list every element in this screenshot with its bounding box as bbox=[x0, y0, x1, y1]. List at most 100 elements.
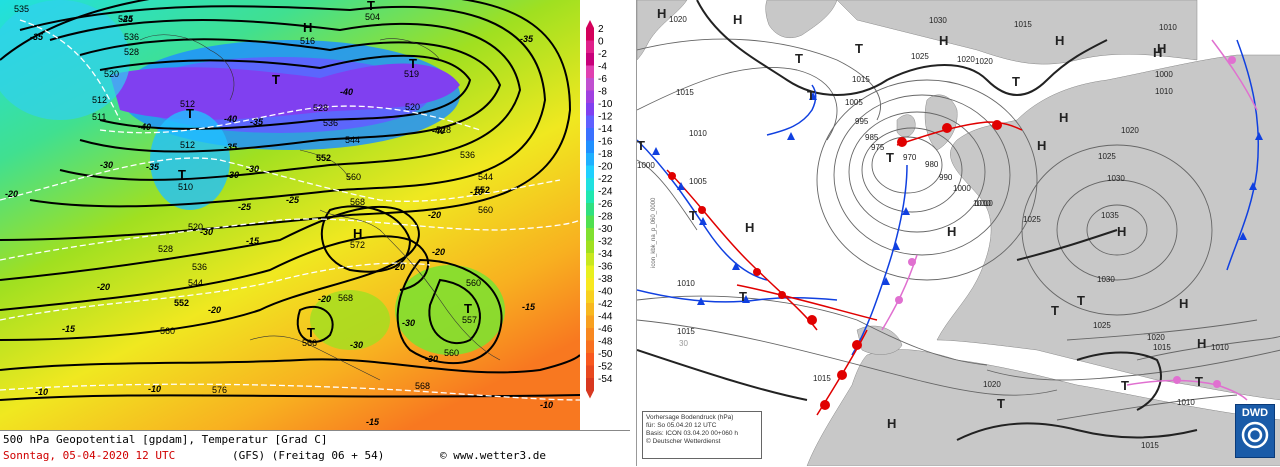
low-center: T bbox=[1121, 378, 1129, 393]
low-center: T bbox=[1051, 303, 1059, 318]
legend-label: -14 bbox=[598, 124, 613, 135]
legend-label: -16 bbox=[598, 137, 613, 148]
legend-swatch bbox=[586, 53, 594, 66]
isobar-label: 1000 bbox=[1155, 70, 1173, 79]
caption-site: © www.wetter3.de bbox=[440, 449, 546, 462]
low-center: T bbox=[886, 150, 894, 165]
copyright-icon: © bbox=[440, 449, 447, 462]
low-center: T bbox=[464, 301, 472, 316]
height-label: 552 bbox=[316, 153, 331, 163]
right-surface-pressure-map: H H T T H T H H T T H H H T H H T T T T … bbox=[636, 0, 1280, 466]
low-center: T bbox=[997, 396, 1005, 411]
height-label: 560 bbox=[478, 205, 493, 215]
high-center: H bbox=[1059, 110, 1068, 125]
legend-swatch bbox=[586, 103, 594, 116]
temp-label: -10 bbox=[540, 400, 553, 410]
height-label: 568 bbox=[415, 381, 430, 391]
isobar-label: 1030 bbox=[1107, 174, 1125, 183]
isobar-label: 1010 bbox=[1211, 343, 1229, 352]
height-label: 568 bbox=[350, 197, 365, 207]
height-label: 544 bbox=[188, 278, 203, 288]
height-label: 552 bbox=[174, 298, 189, 308]
info-copyright: © Deutscher Wetterdienst bbox=[646, 438, 721, 445]
legend-label: -2 bbox=[598, 49, 607, 60]
isobar-label: 1020 bbox=[1121, 126, 1139, 135]
isobar-label: 1010 bbox=[1155, 87, 1173, 96]
isobar-label: 1035 bbox=[1101, 211, 1119, 220]
isobar-label: 1010 bbox=[1177, 398, 1195, 407]
legend-swatch bbox=[586, 353, 594, 366]
site-link[interactable]: www.wetter3.de bbox=[453, 449, 546, 462]
low-center: T bbox=[855, 41, 863, 56]
legend-swatch bbox=[586, 90, 594, 103]
isobar-label: 995 bbox=[855, 117, 869, 126]
iceland-region bbox=[765, 0, 838, 39]
temp-label: -15 bbox=[246, 236, 260, 246]
height-label: 511 bbox=[92, 112, 106, 122]
isobar-label: 1010 bbox=[677, 279, 695, 288]
high-center: H bbox=[353, 226, 362, 241]
low-center: T bbox=[186, 106, 194, 121]
caption-model: (GFS) (Freitag 06 + 54) bbox=[232, 449, 385, 462]
isobar-label: 975 bbox=[871, 143, 885, 152]
height-label: 572 bbox=[350, 240, 365, 250]
height-label: 528 bbox=[158, 244, 173, 254]
legend-label: 2 bbox=[598, 24, 604, 35]
high-center: H bbox=[1117, 224, 1126, 239]
occlusion-symbols bbox=[895, 56, 1236, 388]
isobar-label: 1015 bbox=[852, 75, 870, 84]
high-center: H bbox=[947, 224, 956, 239]
height-label: 528 bbox=[436, 125, 451, 135]
temp-label: -25 bbox=[286, 195, 300, 205]
isobar-label: 1020 bbox=[1147, 333, 1165, 342]
landmasses bbox=[637, 0, 1280, 466]
dwd-logo-text: DWD bbox=[1241, 407, 1269, 419]
height-label: 535 bbox=[14, 4, 29, 14]
isobar-label: 990 bbox=[939, 173, 953, 182]
high-center: H bbox=[1197, 336, 1206, 351]
isobar-label: 1005 bbox=[845, 98, 863, 107]
cold-zone-core bbox=[110, 63, 460, 120]
cold-trough bbox=[150, 110, 230, 210]
height-label: 566 bbox=[302, 338, 317, 348]
height-label: 536 bbox=[323, 118, 338, 128]
legend-swatch bbox=[586, 278, 594, 291]
cold-fronts bbox=[637, 39, 1260, 356]
height-label: 504 bbox=[365, 12, 380, 22]
legend-swatch bbox=[586, 290, 594, 303]
low-center: T bbox=[307, 325, 315, 340]
legend-label: -22 bbox=[598, 174, 613, 185]
caption-title: 500 hPa Geopotential [gpdam], Temperatur… bbox=[3, 433, 328, 446]
isobar-label: 1020 bbox=[983, 380, 1001, 389]
low-center: T bbox=[795, 51, 803, 66]
low-center: T bbox=[689, 208, 697, 223]
legend-swatch bbox=[586, 153, 594, 166]
caption-date: Sonntag, 05-04-2020 12 UTC bbox=[3, 449, 176, 462]
legend-swatch bbox=[586, 40, 594, 53]
legend-label: -26 bbox=[598, 199, 613, 210]
height-label: 520 bbox=[104, 69, 119, 79]
height-label: 536 bbox=[460, 150, 475, 160]
height-label: 510 bbox=[178, 182, 193, 192]
legend-swatch bbox=[586, 28, 594, 41]
height-label: 544 bbox=[118, 14, 133, 24]
isobar-label: 1010 bbox=[973, 199, 991, 208]
legend-label: -10 bbox=[598, 99, 613, 110]
temp-label: -10 bbox=[470, 187, 483, 197]
geopotential-map-svg: 535 544 536 528 520 512 511 512 510 504 … bbox=[0, 0, 580, 430]
isobar-label: 1000 bbox=[637, 161, 655, 170]
height-label: 544 bbox=[345, 135, 360, 145]
height-label: 552 bbox=[475, 185, 490, 195]
temp-label: -30 bbox=[246, 164, 259, 174]
greenland-area bbox=[637, 0, 688, 61]
temp-label: -15 bbox=[366, 417, 380, 427]
temp-label: -30 bbox=[100, 160, 113, 170]
isobars bbox=[637, 38, 1280, 421]
isobar-label: 1015 bbox=[1141, 441, 1159, 450]
legend-swatch bbox=[586, 365, 594, 378]
height-label: 520 bbox=[405, 102, 420, 112]
legend-swatch bbox=[586, 65, 594, 78]
height-label: 560 bbox=[444, 348, 459, 358]
pressure-centers: H T T T T T H T T bbox=[178, 0, 472, 340]
temperature-labels: -35 -35 -25 -30 -40 -40 -40 -40 -35 -35 … bbox=[5, 14, 553, 427]
